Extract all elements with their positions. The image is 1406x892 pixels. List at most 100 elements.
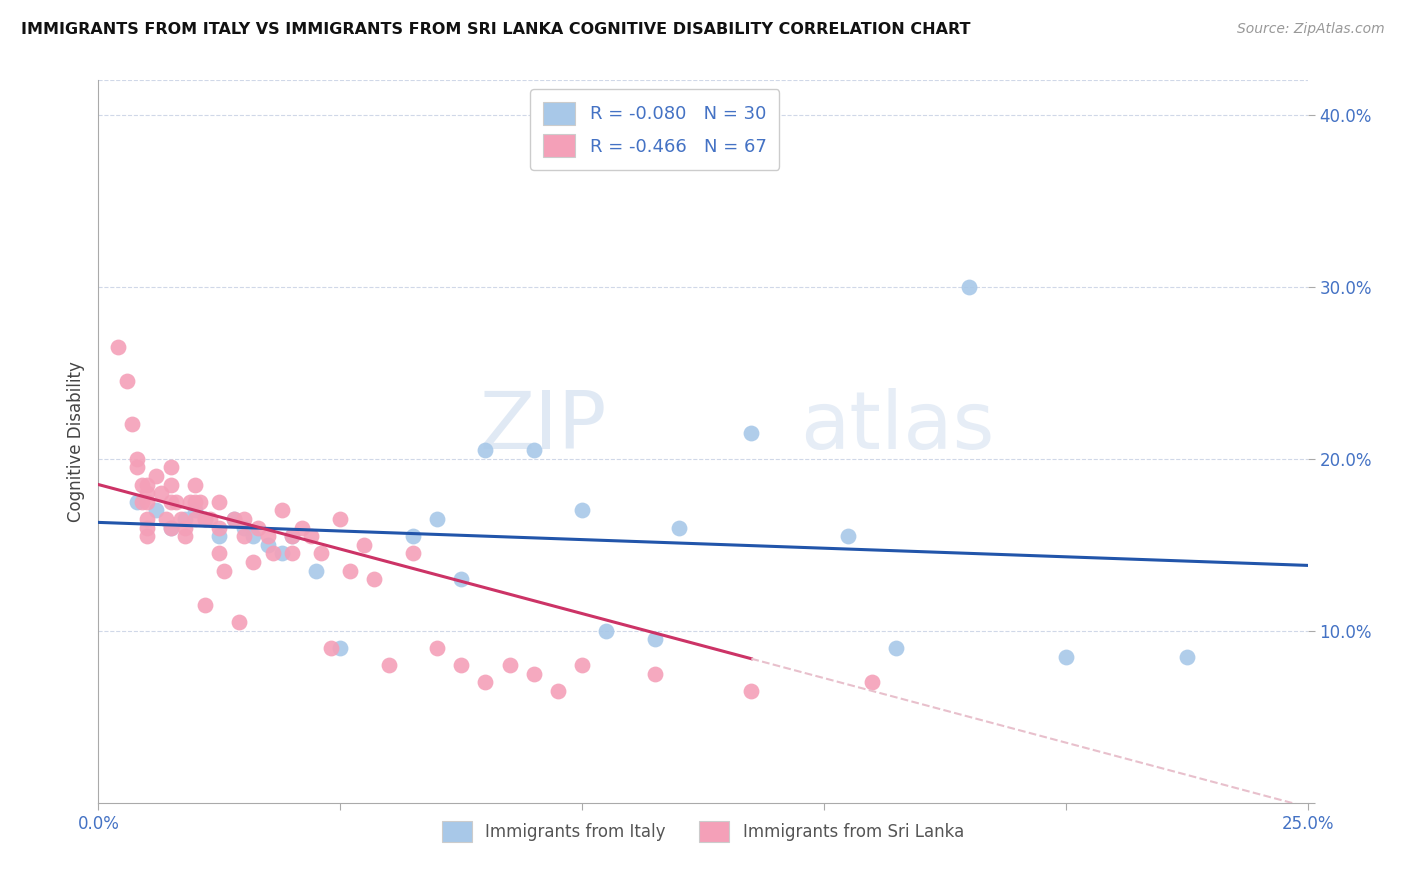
Point [198,512,221,526]
Point [121,417,143,432]
Point [256,538,278,552]
Text: IMMIGRANTS FROM ITALY VS IMMIGRANTS FROM SRI LANKA COGNITIVE DISABILITY CORRELAT: IMMIGRANTS FROM ITALY VS IMMIGRANTS FROM… [21,22,970,37]
Point [184,512,207,526]
Point [450,658,472,673]
Point [402,529,425,543]
Point [474,443,496,458]
Point [179,494,201,508]
Point [184,503,207,517]
Point [837,529,859,543]
Legend: Immigrants from Italy, Immigrants from Sri Lanka: Immigrants from Italy, Immigrants from S… [436,814,970,848]
Point [644,632,666,647]
Point [145,469,167,483]
Point [299,529,322,543]
Point [740,684,762,698]
Point [377,658,399,673]
Point [271,546,294,560]
Point [1175,649,1198,664]
Point [644,666,666,681]
Point [107,340,129,354]
Point [426,640,449,655]
Point [160,477,183,491]
Point [595,624,617,638]
Point [426,512,449,526]
Point [290,520,312,534]
Point [450,572,472,586]
Point [329,512,352,526]
Point [188,494,211,508]
Point [498,658,520,673]
Point [232,512,254,526]
Point [222,512,245,526]
Point [174,520,197,534]
Point [194,512,217,526]
Point [131,477,153,491]
Point [208,529,231,543]
Point [547,684,569,698]
Point [127,451,149,466]
Point [232,529,254,543]
Point [135,486,157,500]
Point [160,494,183,508]
Point [523,666,546,681]
Point [174,529,197,543]
Point [271,503,294,517]
Text: ZIP: ZIP [479,388,606,467]
Point [184,494,207,508]
Point [339,564,361,578]
Text: Source: ZipAtlas.com: Source: ZipAtlas.com [1237,22,1385,37]
Point [208,520,231,534]
Point [668,520,690,534]
Point [135,477,157,491]
Point [160,520,183,534]
Point [571,658,593,673]
Point [145,503,167,517]
Point [281,546,304,560]
Point [160,460,183,475]
Point [329,640,352,655]
Point [571,503,593,517]
Text: atlas: atlas [800,388,994,467]
Point [309,546,332,560]
Point [165,494,187,508]
Y-axis label: Cognitive Disability: Cognitive Disability [66,361,84,522]
Point [127,494,149,508]
Point [174,512,197,526]
Point [523,443,546,458]
Point [242,529,264,543]
Point [363,572,385,586]
Point [232,520,254,534]
Point [160,520,183,534]
Point [228,615,250,630]
Point [208,546,231,560]
Point [740,425,762,440]
Point [212,564,235,578]
Point [184,477,207,491]
Point [860,675,883,690]
Point [1054,649,1077,664]
Point [957,279,980,293]
Point [281,529,304,543]
Point [117,375,139,389]
Point [135,512,157,526]
Point [131,494,153,508]
Point [155,512,177,526]
Point [319,640,342,655]
Point [305,564,328,578]
Point [247,520,270,534]
Point [262,546,284,560]
Point [127,460,149,475]
Point [169,512,191,526]
Point [256,529,278,543]
Point [222,512,245,526]
Point [135,529,157,543]
Point [208,494,231,508]
Point [194,598,217,612]
Point [402,546,425,560]
Point [194,512,217,526]
Point [886,640,908,655]
Point [135,520,157,534]
Point [135,494,157,508]
Point [474,675,496,690]
Point [150,486,173,500]
